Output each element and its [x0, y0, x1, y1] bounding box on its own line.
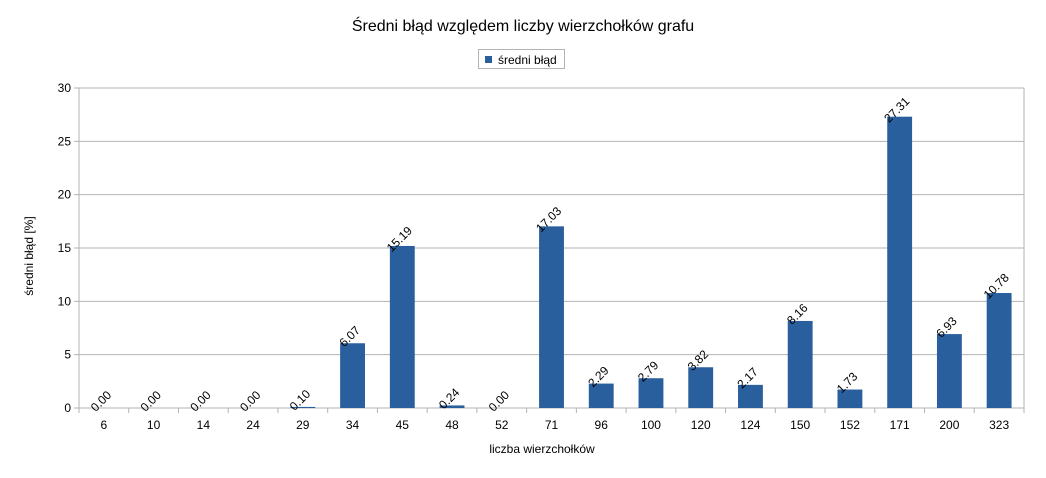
- y-tick-label: 30: [58, 81, 72, 95]
- bar: [539, 226, 564, 408]
- y-tick-label: 5: [64, 348, 71, 362]
- x-tick-label: 34: [346, 418, 360, 432]
- x-tick-label: 120: [691, 418, 711, 432]
- bar: [638, 378, 664, 408]
- legend: średni błąd: [478, 49, 565, 69]
- x-tick-label: 10: [147, 418, 161, 432]
- data-label: 0.00: [187, 388, 214, 415]
- x-tick-label: 124: [740, 418, 760, 432]
- data-label: 0.00: [237, 388, 264, 415]
- x-tick-label: 152: [840, 418, 860, 432]
- x-tick-label: 200: [939, 418, 959, 432]
- x-tick-label: 6: [101, 418, 108, 432]
- x-tick-label: 323: [989, 418, 1009, 432]
- bar: [837, 389, 863, 408]
- y-tick-label: 0: [64, 401, 71, 415]
- bar: [887, 116, 913, 409]
- x-tick-label: 14: [197, 418, 211, 432]
- bar: [389, 245, 415, 408]
- x-tick-label: 100: [641, 418, 661, 432]
- data-label: 0.00: [138, 388, 165, 415]
- bar: [340, 343, 365, 408]
- x-axis-label: liczba wierzchołków: [489, 442, 595, 456]
- bar: [986, 293, 1012, 408]
- legend-label: średni błąd: [498, 53, 557, 67]
- x-tick-label: 71: [545, 418, 559, 432]
- legend-swatch: [485, 56, 492, 63]
- data-label: 0.00: [486, 388, 513, 415]
- x-tick-label: 45: [396, 418, 410, 432]
- bar: [936, 334, 962, 408]
- bar: [787, 320, 813, 408]
- bar: [439, 405, 465, 408]
- y-tick-label: 25: [58, 134, 72, 148]
- x-tick-label: 96: [595, 418, 609, 432]
- y-tick-label: 10: [58, 294, 72, 308]
- bar: [588, 383, 614, 408]
- x-tick-label: 171: [890, 418, 910, 432]
- x-tick-label: 150: [790, 418, 810, 432]
- data-label: 0.00: [88, 388, 115, 415]
- x-tick-label: 24: [246, 418, 260, 432]
- x-tick-label: 48: [445, 418, 459, 432]
- bar: [290, 406, 316, 408]
- y-tick-label: 15: [58, 241, 72, 255]
- y-axis-label: średni błąd [%]: [22, 216, 36, 296]
- chart-title: Średni błąd względem liczby wierzchołków…: [351, 18, 695, 35]
- x-tick-label: 52: [495, 418, 509, 432]
- bar: [738, 384, 763, 408]
- y-tick-label: 20: [58, 188, 72, 202]
- data-label: 0.10: [287, 387, 314, 414]
- bar: [688, 367, 714, 408]
- x-tick-label: 29: [296, 418, 310, 432]
